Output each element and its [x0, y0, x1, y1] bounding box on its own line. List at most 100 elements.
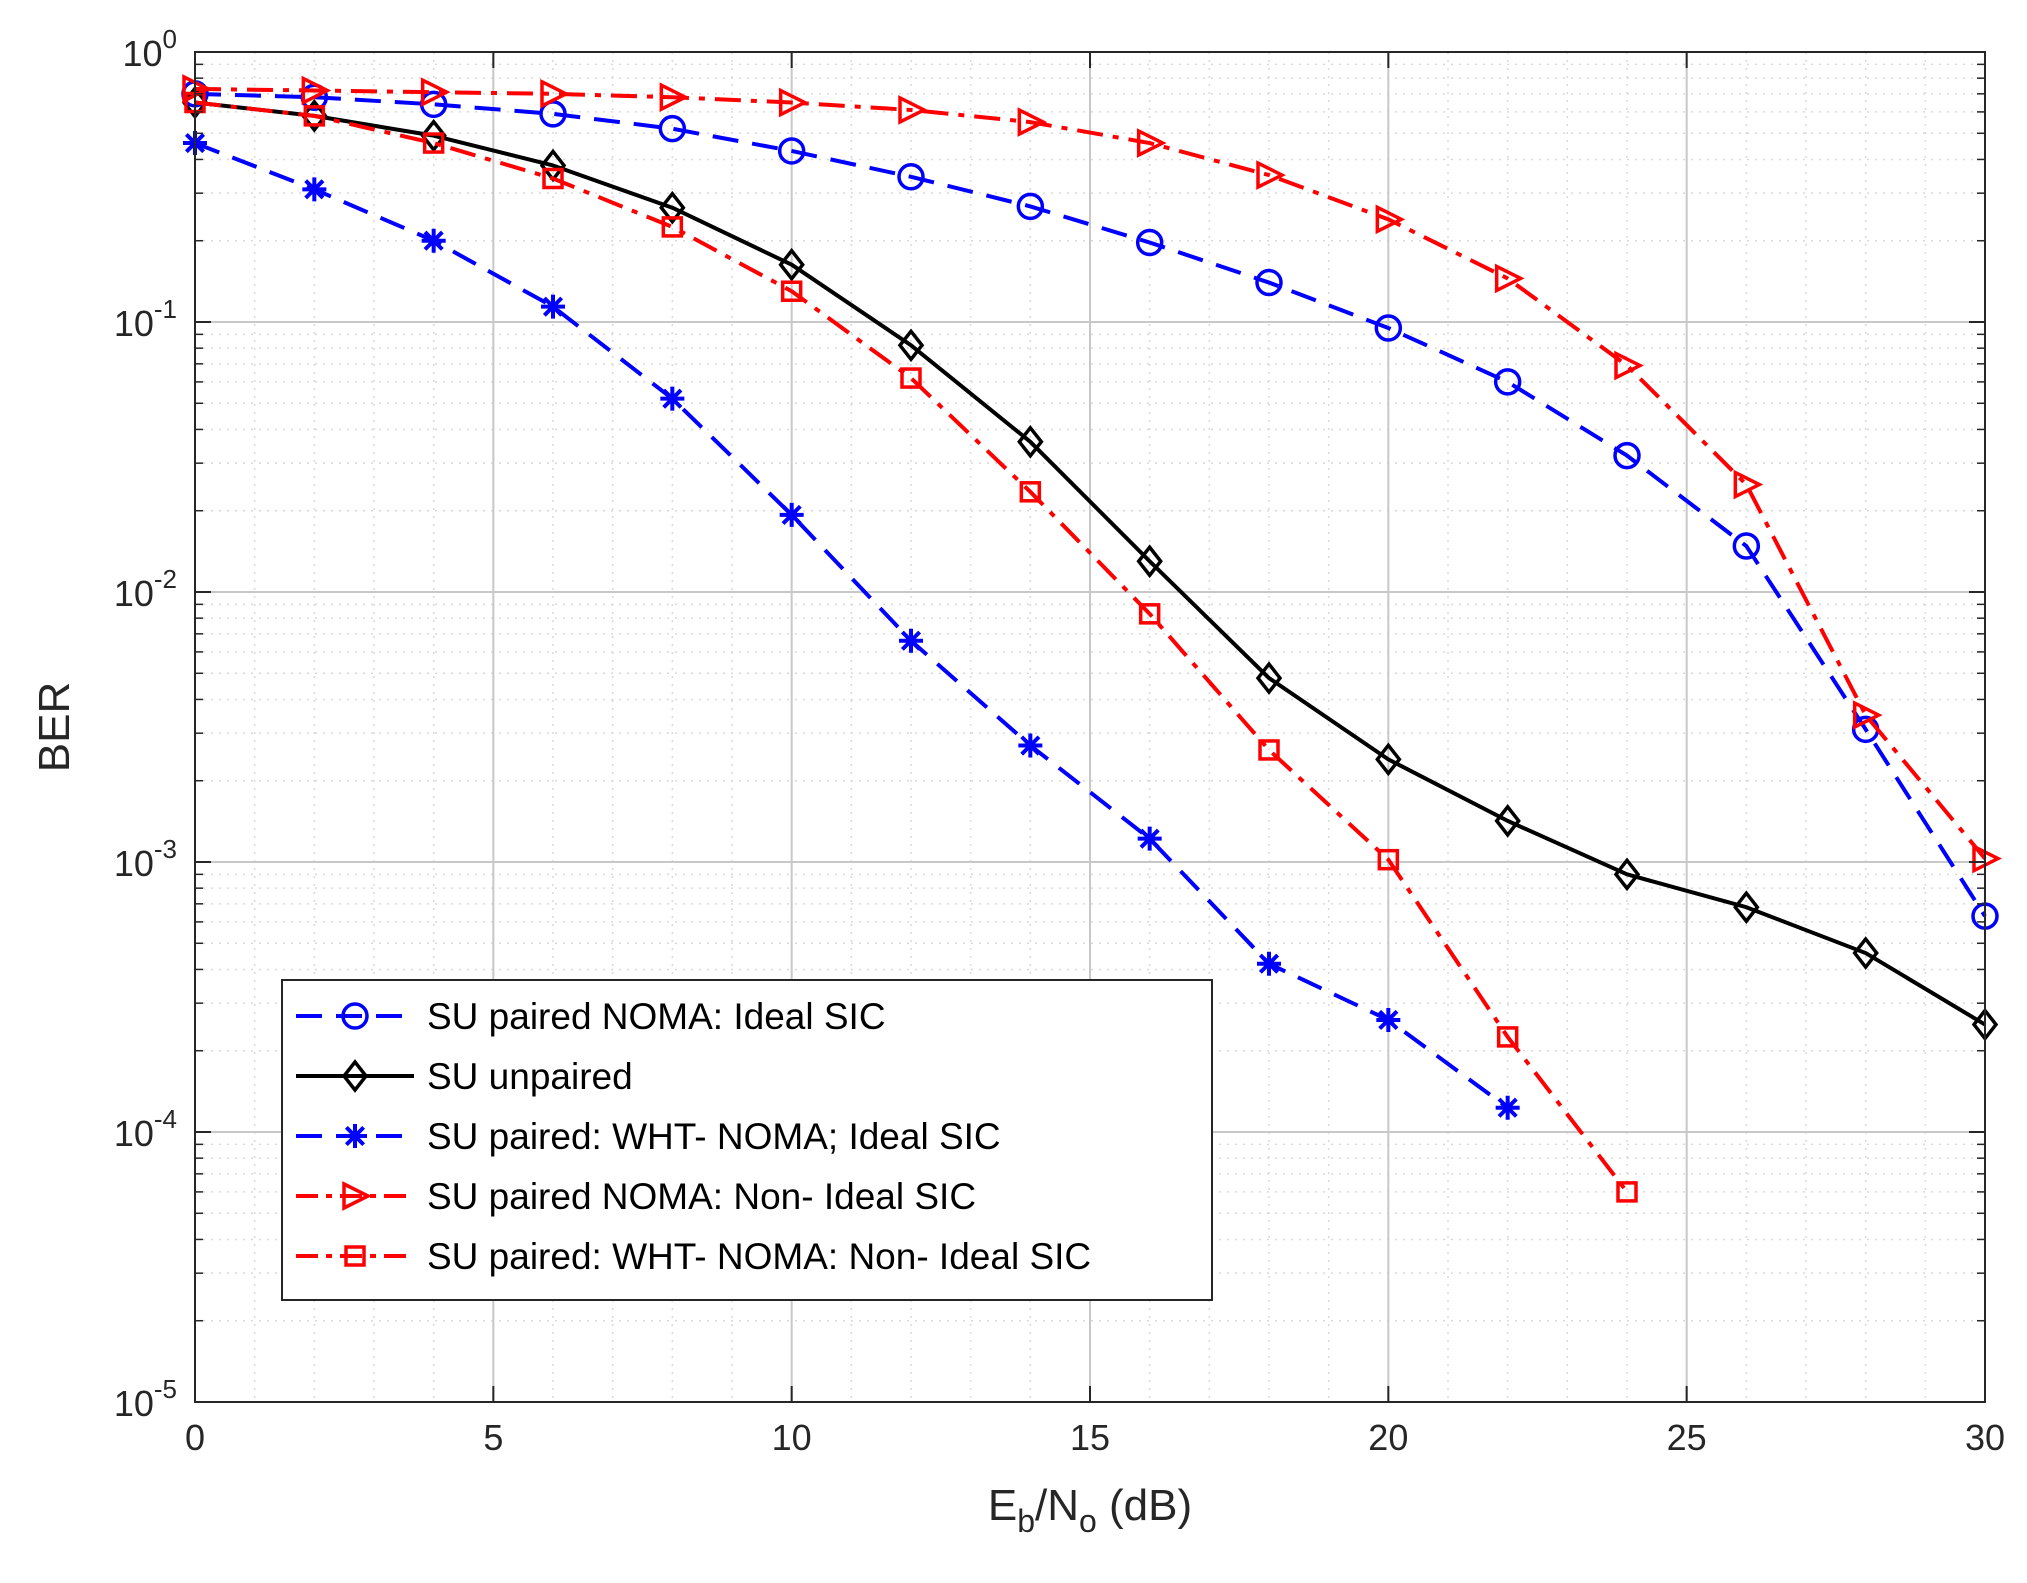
legend-marker: [344, 1245, 366, 1267]
data-point: [1613, 441, 1641, 470]
legend-entry[interactable]: SU paired NOMA: Ideal SIC: [296, 996, 886, 1037]
data-point: [897, 163, 925, 191]
data-point: [1375, 742, 1402, 777]
data-point: [1257, 951, 1281, 976]
data-point: [1135, 228, 1164, 257]
data-point: [1018, 733, 1043, 758]
x-axis-title-main: E: [988, 1481, 1017, 1530]
y-tick-label: 100: [122, 24, 177, 74]
data-point: [1137, 826, 1162, 851]
data-point: [302, 177, 327, 202]
series-3: [183, 131, 1520, 1120]
y-tick-label-base: 10: [114, 1113, 154, 1154]
y-tick-label-exp: -3: [154, 834, 177, 864]
legend-marker: [343, 1124, 367, 1148]
x-tick-label: 15: [1070, 1417, 1110, 1458]
data-point: [1493, 368, 1522, 396]
data-point: [1375, 204, 1406, 235]
x-tick-label: 20: [1368, 1417, 1408, 1458]
axis-ticks: [194, 51, 1986, 1403]
data-point: [1852, 700, 1883, 730]
x-axis-title: Eb/No (dB): [988, 1481, 1192, 1539]
data-point: [422, 132, 445, 154]
legend-entry[interactable]: SU unpaired: [296, 1056, 633, 1097]
legend-marker: [341, 1002, 369, 1030]
data-point: [778, 87, 809, 118]
x-tick-label: 0: [185, 1417, 205, 1458]
y-tick-label: 10-3: [114, 834, 177, 884]
y-tick-label-base: 10: [122, 33, 162, 74]
data-point: [660, 386, 685, 411]
data-point: [659, 190, 686, 225]
data-point: [897, 328, 925, 363]
data-point: [658, 114, 687, 143]
legend-label: SU paired: WHT- NOMA: Non- Ideal SIC: [427, 1236, 1091, 1277]
data-point: [1494, 804, 1521, 838]
series-line: [194, 86, 1987, 860]
data-point: [420, 77, 451, 107]
data-point: [1256, 160, 1286, 190]
legend-marker: [341, 1059, 369, 1093]
x-tick-label: 30: [1965, 1417, 2005, 1458]
y-tick-label-base: 10: [114, 573, 154, 614]
data-point: [778, 247, 805, 282]
data-point: [1255, 268, 1283, 297]
data-point: [1732, 532, 1761, 560]
y-axis-title: BER: [30, 682, 79, 772]
data-point: [1377, 848, 1400, 871]
legend-label: SU paired: WHT- NOMA; Ideal SIC: [427, 1116, 1001, 1157]
legend-entry[interactable]: SU paired: WHT- NOMA: Non- Ideal SIC: [296, 1236, 1091, 1277]
data-point: [1852, 936, 1879, 970]
series-lines: [181, 74, 2002, 1203]
x-axis-title-sub-b: b: [1017, 1503, 1035, 1539]
data-point: [779, 502, 804, 527]
data-point: [900, 367, 922, 389]
y-tick-label-exp: -1: [154, 294, 177, 324]
data-point: [421, 228, 446, 253]
legend-marker: [342, 1181, 372, 1211]
legend[interactable]: SU paired NOMA: Ideal SIC SU unpaired SU p…: [281, 979, 1213, 1301]
series-line: [194, 91, 1987, 918]
data-point: [542, 167, 564, 190]
legend-label: SU paired NOMA: Ideal SIC: [427, 996, 886, 1037]
data-point: [540, 78, 570, 109]
y-tick-label-base: 10: [114, 1383, 154, 1424]
data-point: [1613, 857, 1641, 892]
data-point: [1019, 481, 1042, 503]
data-point: [1616, 1181, 1638, 1203]
data-point: [301, 75, 332, 106]
data-point: [777, 137, 806, 165]
x-axis-title-tail: (dB): [1097, 1481, 1192, 1530]
data-point: [659, 82, 690, 113]
data-point: [780, 280, 803, 302]
legend-entry[interactable]: SU paired: WHT- NOMA; Ideal SIC: [296, 1116, 1001, 1157]
data-point: [661, 216, 684, 238]
y-tick-label-exp: -4: [154, 1104, 177, 1134]
legend-box: [281, 979, 1213, 1301]
data-point: [1374, 314, 1403, 342]
data-point: [1258, 739, 1280, 761]
data-point: [1495, 1095, 1520, 1120]
series-line: [194, 100, 1629, 1194]
y-tick-label-exp: 0: [163, 24, 177, 54]
data-point: [1016, 192, 1045, 221]
data-point: [1255, 661, 1283, 695]
data-point: [1017, 107, 1048, 137]
data-point: [1138, 603, 1161, 625]
legend-entry[interactable]: SU paired NOMA: Non- Ideal SIC: [296, 1176, 976, 1217]
data-point: [1376, 1007, 1401, 1032]
data-point: [1136, 544, 1163, 579]
y-tick-label-exp: -2: [154, 564, 177, 594]
legend-label: SU unpaired: [427, 1056, 633, 1097]
data-point: [899, 628, 923, 653]
x-axis-title-mid: /N: [1035, 1481, 1079, 1530]
y-tick-label: 10-4: [114, 1104, 177, 1154]
series-line: [194, 100, 1987, 1027]
data-point: [898, 95, 928, 125]
data-point: [1733, 890, 1760, 925]
x-tick-label: 25: [1667, 1417, 1707, 1458]
data-point: [1496, 1026, 1519, 1048]
legend-label: SU paired NOMA: Non- Ideal SIC: [427, 1176, 976, 1217]
